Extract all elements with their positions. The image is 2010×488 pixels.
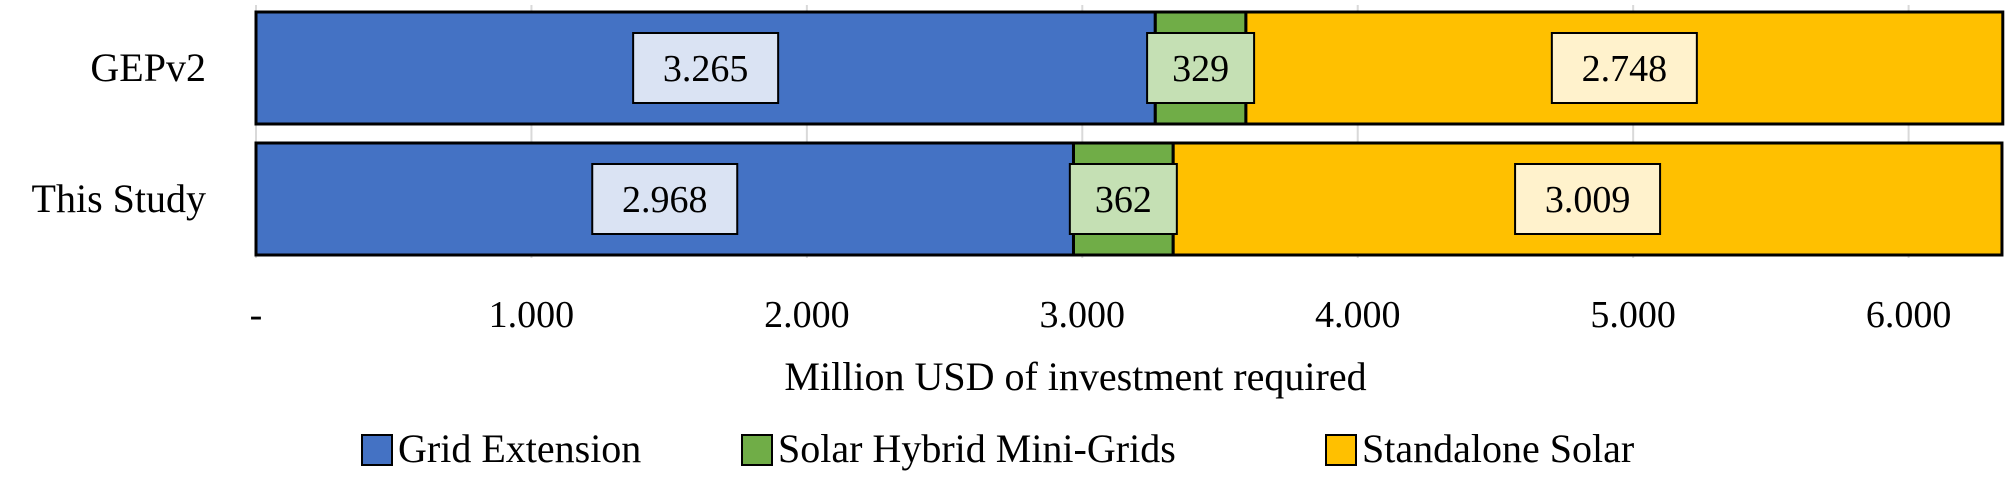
x-tick-label: - [250, 294, 263, 336]
data-label-box [1146, 32, 1256, 104]
category-label: This Study [32, 176, 206, 221]
x-axis-title: Million USD of investment required [784, 354, 1366, 399]
x-tick-label: 2.000 [764, 294, 850, 336]
x-tick-label: 5.000 [1590, 294, 1676, 336]
data-label-box [632, 32, 780, 104]
legend-label: Grid Extension [398, 426, 641, 471]
data-label-box [1550, 32, 1698, 104]
data-label-box [591, 163, 739, 235]
x-tick-label: 4.000 [1315, 294, 1401, 336]
data-label: 329 [1172, 48, 1229, 90]
data-label: 3.009 [1545, 179, 1631, 221]
x-tick-label: 3.000 [1040, 294, 1126, 336]
legend-label: Solar Hybrid Mini-Grids [778, 426, 1176, 471]
data-label: 362 [1095, 179, 1152, 221]
data-label-box [1068, 163, 1178, 235]
data-label-box [1514, 163, 1662, 235]
x-tick-label: 1.000 [489, 294, 575, 336]
data-label: 2.748 [1582, 48, 1668, 90]
legend-swatch [741, 434, 773, 466]
category-label: GEPv2 [90, 45, 206, 90]
legend-label: Standalone Solar [1362, 426, 1634, 471]
data-label: 2.968 [622, 179, 708, 221]
data-label: 3.265 [663, 48, 749, 90]
legend-swatch [1325, 434, 1357, 466]
legend-swatch [361, 434, 393, 466]
x-tick-label: 6.000 [1866, 294, 1952, 336]
